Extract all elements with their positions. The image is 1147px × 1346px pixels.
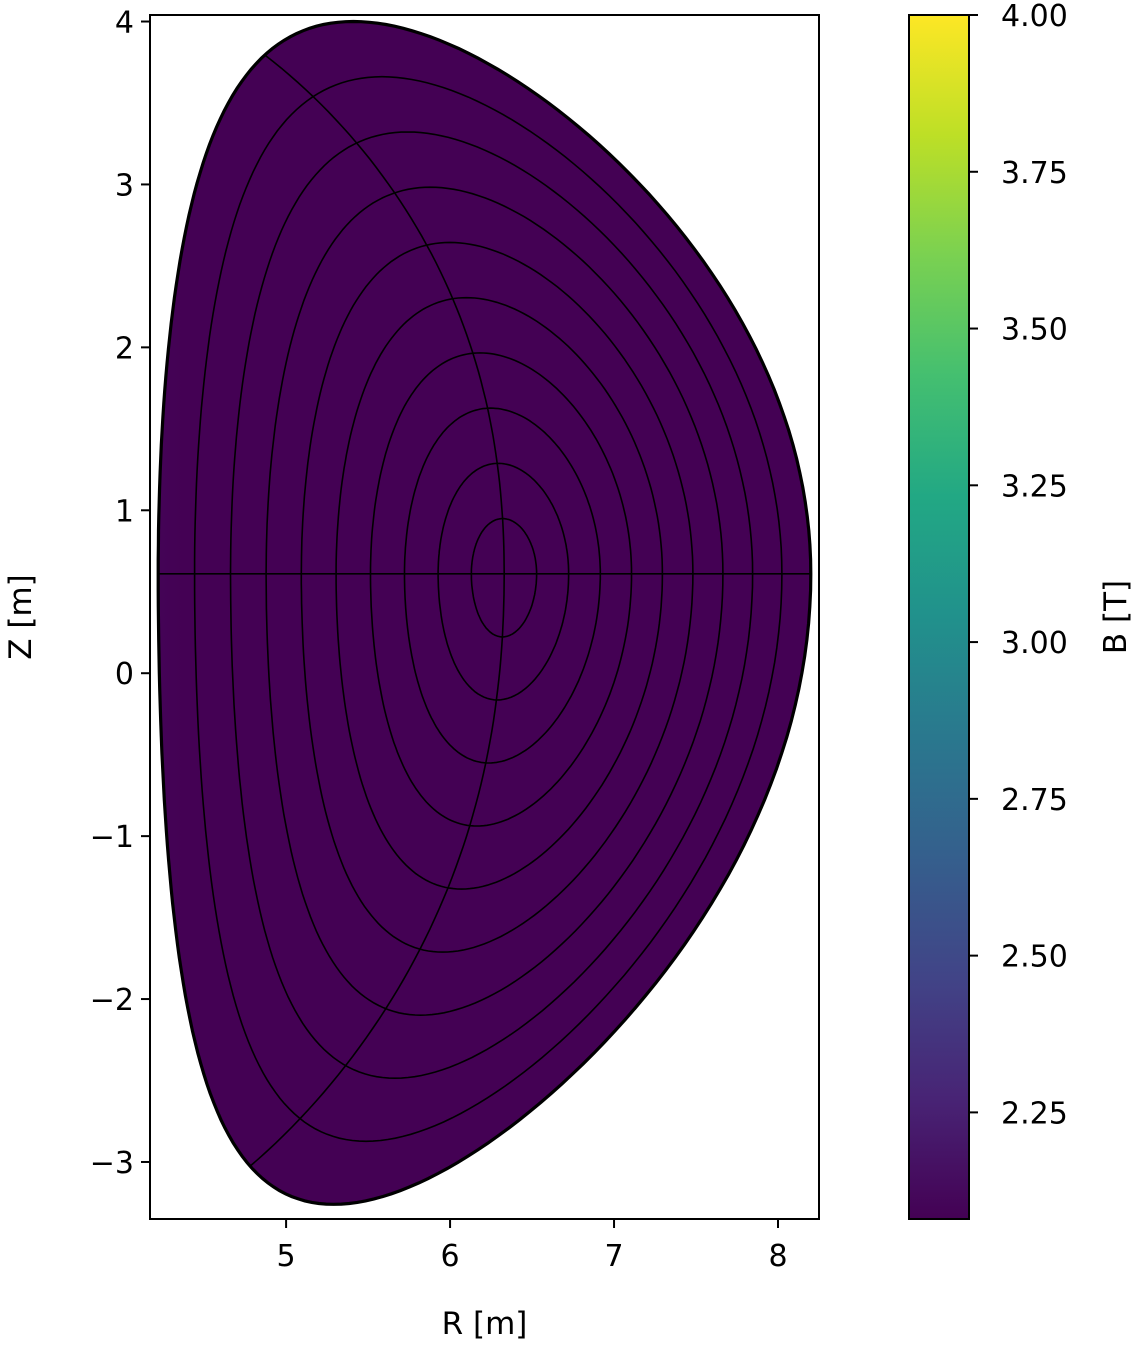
y-tick-label: 4 [115,6,134,41]
colorbar-tick-label: 2.25 [1001,1096,1068,1131]
y-axis-label: Z [m] [3,574,39,659]
y-axis-ticks: −3 −2 −1 0 1 2 3 4 [90,6,150,1181]
poloidal-angle-line [249,573,505,1167]
x-axis-label: R [m] [442,1306,528,1342]
last-closed-flux-surface [156,19,813,1206]
colorbar-tick-label: 3.50 [1001,313,1068,348]
poloidal-angle-lines [158,54,811,1167]
y-tick-label: 3 [115,168,134,203]
colorbar-label: B [T] [1098,580,1134,654]
colorbar-tick-label: 3.75 [1001,156,1068,191]
plot-area [149,14,820,1220]
colorbar-gradient-bar [908,14,970,1220]
y-tick-label: −1 [90,820,134,855]
x-tick-label: 8 [768,1239,787,1274]
colorbar-tick-label: 2.50 [1001,940,1068,975]
y-tick-label: −3 [90,1146,134,1181]
axes-frame [149,14,820,1220]
y-tick-label: 1 [115,494,134,529]
poloidal-angle-line [264,54,505,574]
colorbar-tick-label: 3.00 [1001,626,1068,661]
plasma-field-fill [158,21,811,1205]
colorbar: 4.00 3.75 3.50 3.25 3.00 2.75 2.50 2.25 B [T] [908,0,1134,1220]
colorbar-tick-label: 2.75 [1001,783,1068,818]
x-tick-label: 5 [277,1239,296,1274]
x-axis-ticks: 5 6 7 8 [277,1219,788,1274]
colorbar-ticks: 4.00 3.75 3.50 3.25 3.00 2.75 2.50 2.25 [969,0,1068,1131]
colorbar-tick-label: 4.00 [1001,0,1068,34]
y-tick-label: −2 [90,983,134,1018]
x-tick-label: 7 [604,1239,623,1274]
y-tick-label: 0 [115,657,134,692]
colorbar-tick-label: 3.25 [1001,469,1068,504]
x-tick-label: 6 [441,1239,460,1274]
y-tick-label: 2 [115,331,134,366]
